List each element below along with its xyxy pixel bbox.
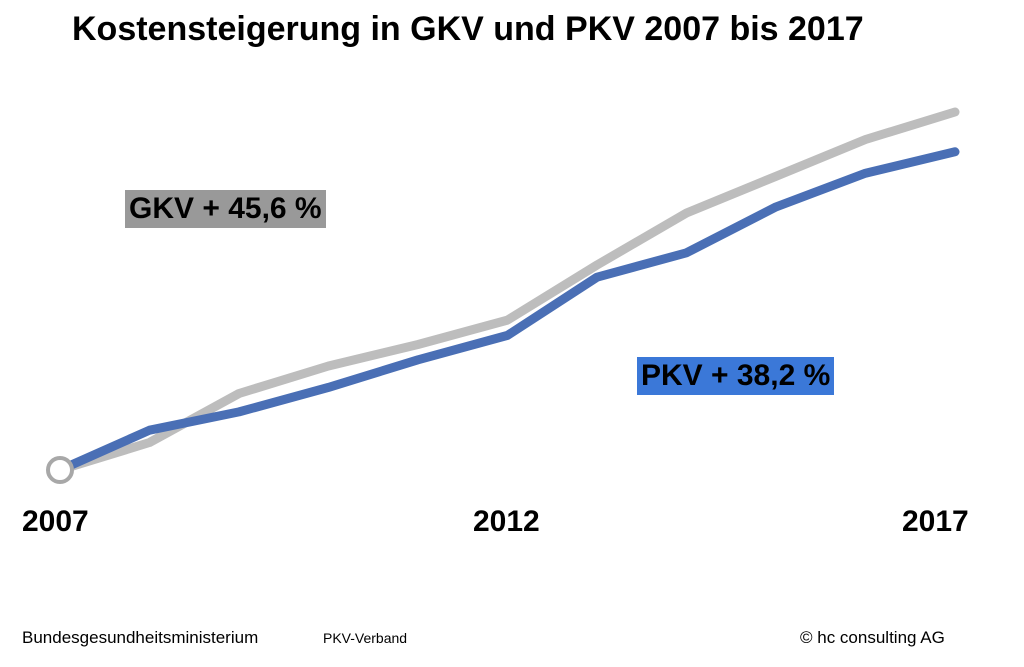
pkv-series-label: PKV + 38,2 % [637, 357, 835, 395]
series-line-pkv [55, 147, 960, 475]
source-pkv-verband: PKV-Verband [323, 630, 408, 646]
series-line-gkv [55, 107, 960, 475]
x-tick-label-2012: 2012 [473, 505, 540, 538]
x-tick-label-2017: 2017 [902, 505, 969, 538]
chart-title: Kostensteigerung in GKV und PKV 2007 bis… [72, 10, 864, 48]
source-bundesgesundheitsministerium: Bundesgesundheitsministerium [22, 628, 259, 647]
start-point-marker [46, 456, 74, 484]
copyright-notice: © hc consulting AG [800, 628, 945, 647]
x-tick-label-2007: 2007 [22, 505, 89, 538]
gkv-series-label: GKV + 45,6 % [125, 190, 326, 228]
